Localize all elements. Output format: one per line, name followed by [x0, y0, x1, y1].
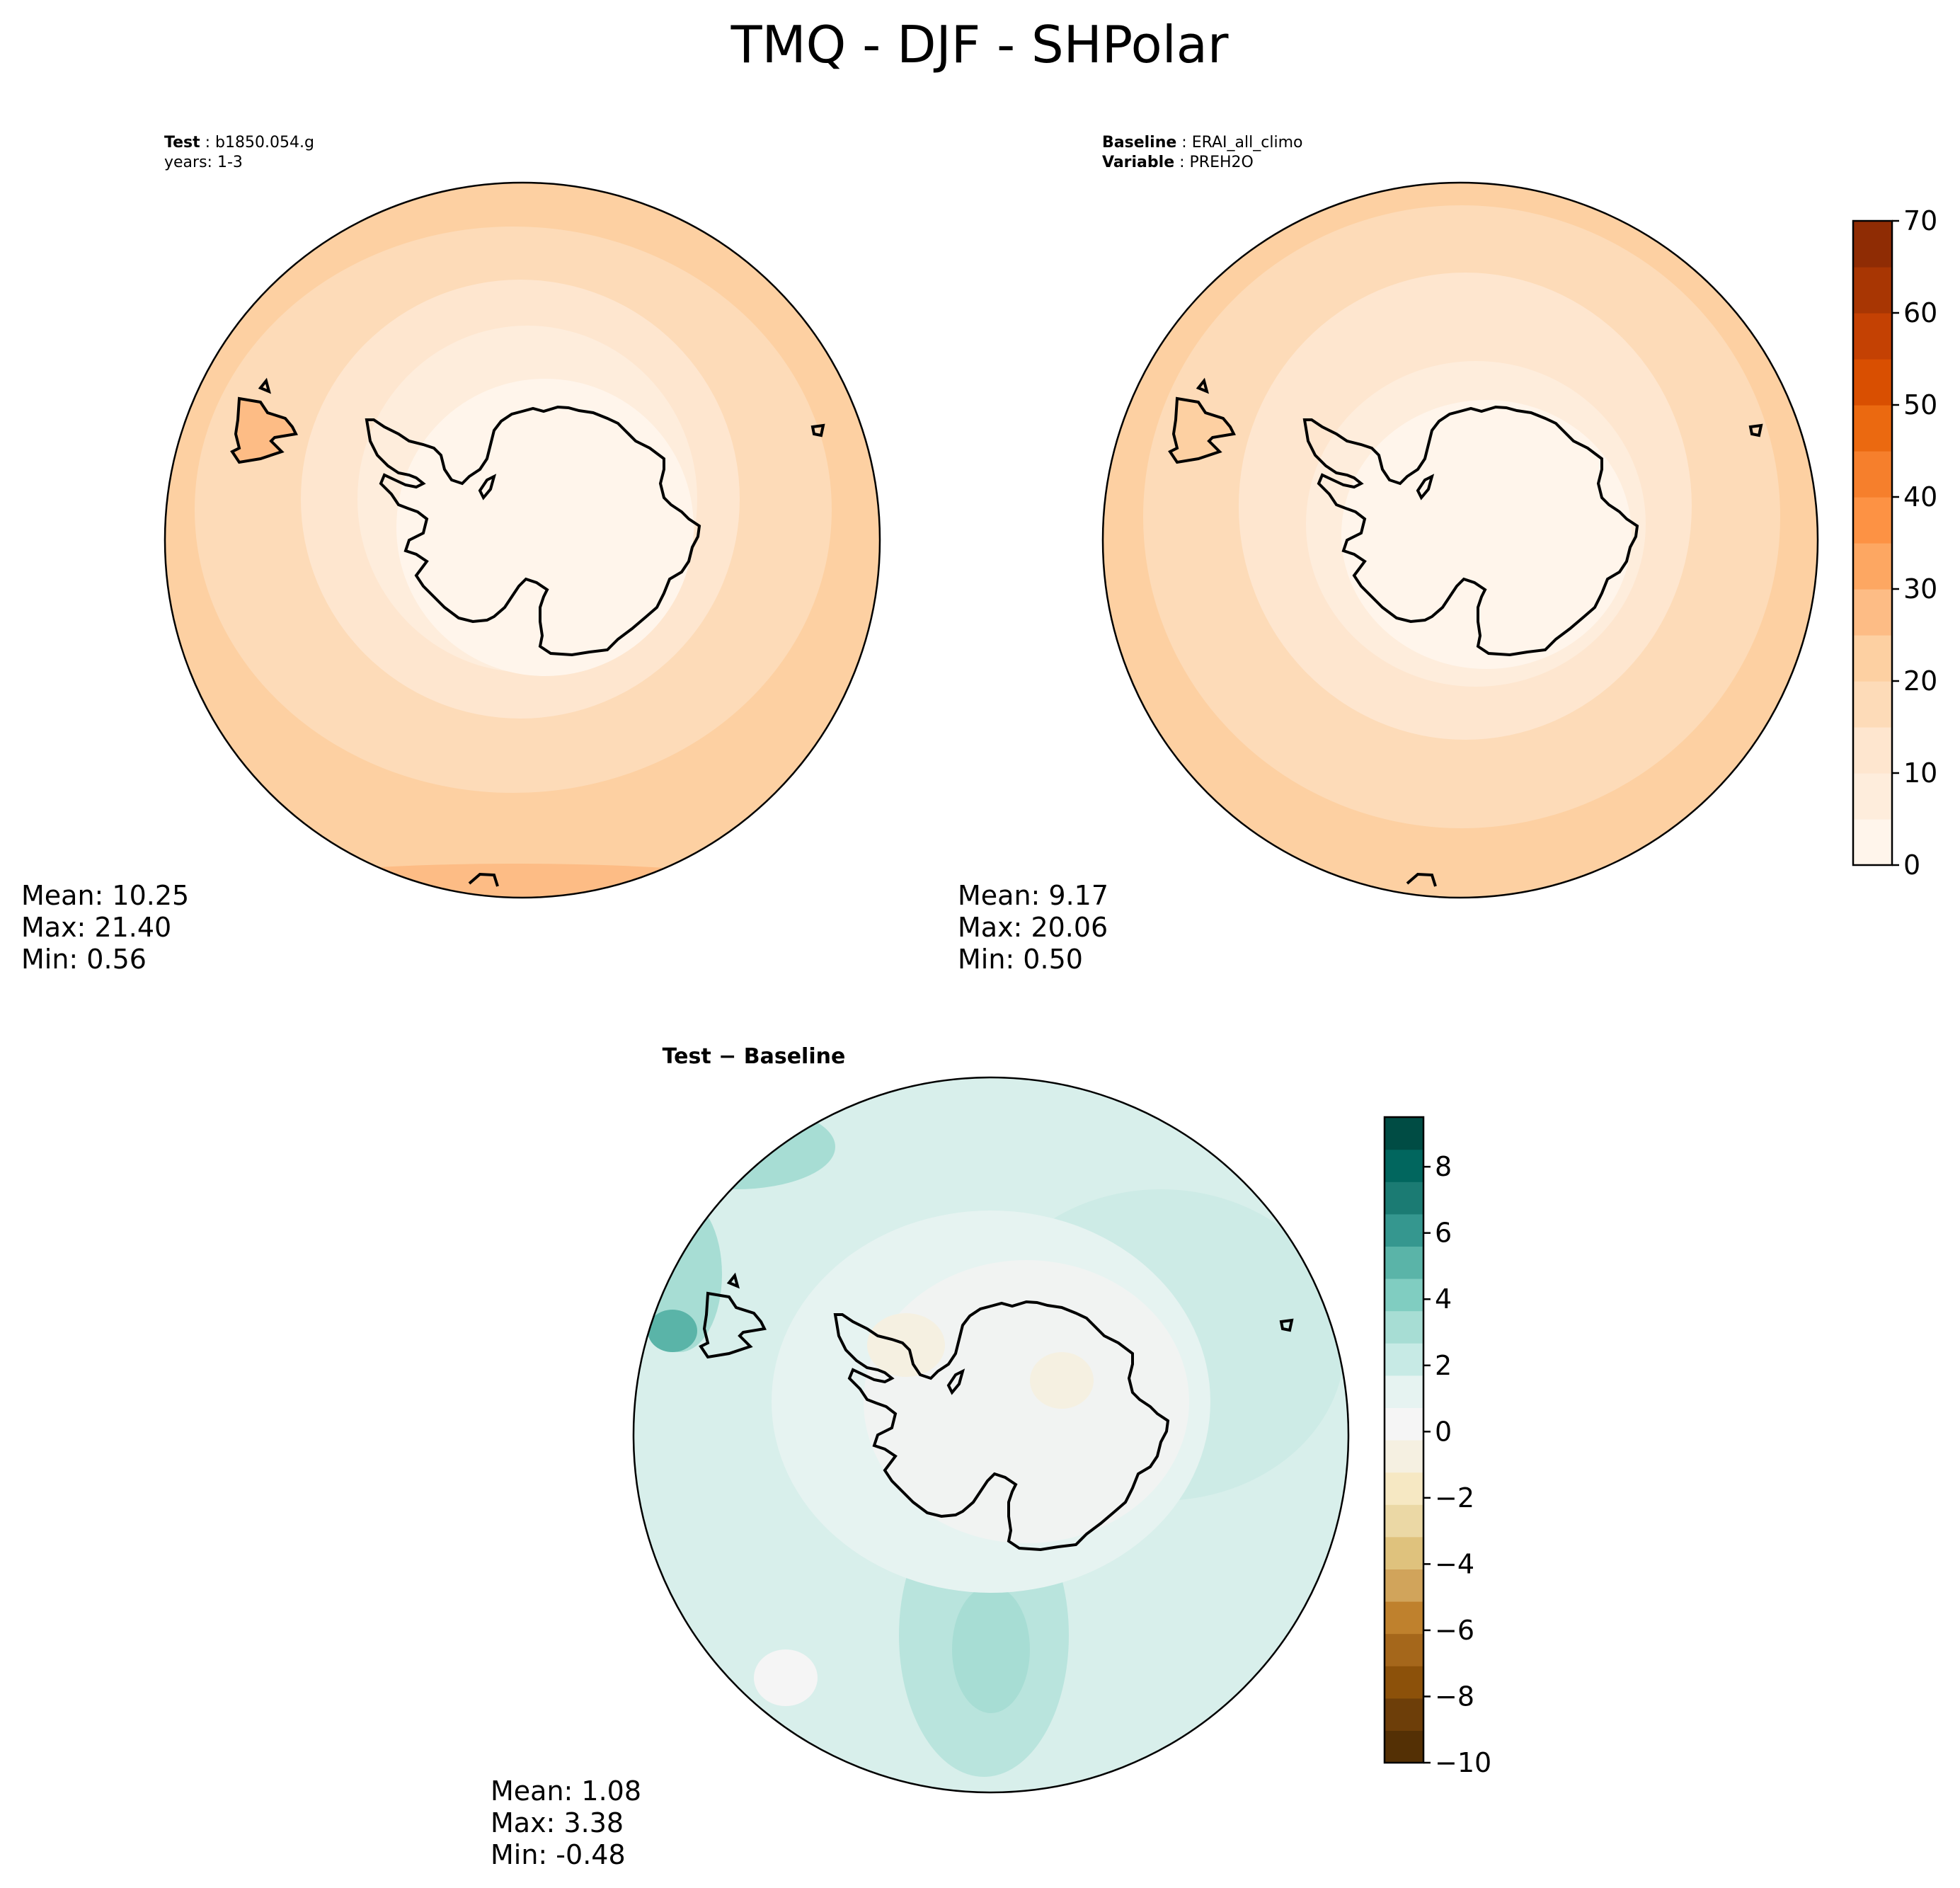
variable-header-label: Variable: [1102, 154, 1174, 171]
colorbar-top-tick-label: 40: [1903, 481, 1937, 513]
baseline-header-label: Baseline: [1102, 134, 1176, 151]
colorbar-bottom-band: [1385, 1117, 1423, 1150]
colorbar-top-tick-label: 50: [1903, 389, 1937, 420]
colorbar-bottom-band: [1385, 1698, 1423, 1731]
colorbar-bottom-tick-label: −2: [1435, 1482, 1474, 1514]
colorbar-top-tick-label: 70: [1903, 205, 1937, 236]
colorbar-bottom-tick-label: −6: [1435, 1615, 1474, 1646]
colorbar-bottom-band: [1385, 1213, 1423, 1247]
colorbar-bottom-band: [1385, 1440, 1423, 1473]
colorbar-bottom-tick-label: 6: [1435, 1218, 1452, 1249]
colorbar-top-band: [1853, 727, 1892, 774]
colorbar-bottom-band: [1385, 1407, 1423, 1441]
colorbar-top-band: [1853, 221, 1892, 268]
baseline-header-value: ERAI_all_climo: [1192, 134, 1303, 151]
test-max: Max: 21.40: [21, 912, 171, 943]
difference-map-fill: [634, 1077, 1348, 1792]
colorbar-bottom-tick-label: −10: [1435, 1747, 1491, 1778]
colorbar-bottom-tick-label: 2: [1435, 1350, 1452, 1381]
colorbar-bottom: −10 −8 −6 −4 −2 0 2 4 6 8: [1383, 1116, 1491, 1778]
baseline-mean: Mean: 9.17: [958, 880, 1108, 911]
colorbar-top-band: [1853, 451, 1892, 498]
svg-text:Test : b1850.054.g: Test : b1850.054.g: [164, 134, 314, 151]
colorbar-bottom-band: [1385, 1666, 1423, 1699]
colorbar-top-band: [1853, 543, 1892, 590]
difference-mean: Mean: 1.08: [491, 1775, 641, 1807]
colorbar-top: 0 10 20 30 40 50 60 70: [1852, 205, 1937, 881]
colorbar-bottom-band: [1385, 1633, 1423, 1666]
colorbar-top-band: [1853, 773, 1892, 820]
colorbar-bottom-band: [1385, 1149, 1423, 1182]
colorbar-top-band: [1853, 589, 1892, 636]
colorbar-bottom-tick-label: 4: [1435, 1283, 1452, 1315]
colorbar-bottom-tick-label: 0: [1435, 1416, 1452, 1447]
colorbar-top-band: [1853, 819, 1892, 866]
colorbar-bottom-band: [1385, 1343, 1423, 1376]
baseline-max: Max: 20.06: [958, 912, 1108, 943]
colorbar-top-band: [1853, 313, 1892, 360]
colorbar-top-tick-label: 10: [1903, 757, 1937, 789]
figure-title: TMQ - DJF - SHPolar: [730, 15, 1229, 74]
colorbar-bottom-tick-label: 8: [1435, 1151, 1452, 1182]
colorbar-bottom-frame: [1383, 1116, 1425, 1764]
colorbar-bottom-band: [1385, 1730, 1423, 1763]
colorbar-top-band: [1853, 359, 1892, 406]
colorbar-bottom-band: [1385, 1278, 1423, 1312]
colorbar-top-tick-label: 60: [1903, 297, 1937, 328]
colorbar-bottom-band: [1385, 1310, 1423, 1344]
test-map-fill: [165, 183, 880, 898]
test-header-value: b1850.054.g: [215, 134, 314, 151]
svg-text:Variable : PREH2O: Variable : PREH2O: [1102, 154, 1254, 171]
difference-map-boundary: [632, 1076, 1350, 1794]
colorbar-bottom-band: [1385, 1246, 1423, 1279]
difference-title: Test − Baseline: [663, 1044, 846, 1069]
test-min: Min: 0.56: [21, 944, 147, 975]
difference-max: Max: 3.38: [491, 1807, 624, 1838]
baseline-min: Min: 0.50: [958, 944, 1083, 975]
colorbar-bottom-tick-label: −8: [1435, 1681, 1474, 1712]
colorbar-bottom-band: [1385, 1569, 1423, 1602]
test-mean: Mean: 10.25: [21, 880, 189, 911]
colorbar-top-band: [1853, 405, 1892, 452]
test-header-label: Test: [164, 134, 200, 151]
colorbar-bottom-band: [1385, 1536, 1423, 1569]
variable-header-value: PREH2O: [1190, 154, 1254, 171]
colorbar-top-band: [1853, 635, 1892, 682]
colorbar-bottom-band: [1385, 1472, 1423, 1505]
test-map-boundary: [164, 181, 881, 899]
colorbar-top-tick-label: 0: [1903, 849, 1920, 881]
colorbar-bottom-band: [1385, 1601, 1423, 1635]
test-map-panel: Test : b1850.054.g years: 1-3 Mean: 10.2…: [21, 134, 881, 975]
test-header-years: years: 1-3: [164, 154, 243, 171]
difference-map-panel: Test − Baseline Mean: 1.08: [491, 1044, 1350, 1870]
colorbar-top-band: [1853, 267, 1892, 314]
baseline-map-panel: Baseline : ERAI_all_climo Variable : PRE…: [958, 134, 1819, 975]
baseline-map-boundary: [1101, 181, 1819, 899]
difference-min: Min: -0.48: [491, 1839, 626, 1870]
colorbar-bottom-band: [1385, 1182, 1423, 1215]
colorbar-bottom-band: [1385, 1375, 1423, 1408]
colorbar-top-tick-label: 20: [1903, 665, 1937, 697]
colorbar-top-frame: [1852, 219, 1893, 866]
svg-text:Baseline : ERAI_all_climo: Baseline : ERAI_all_climo: [1102, 134, 1302, 151]
colorbar-top-band: [1853, 497, 1892, 544]
colorbar-bottom-tick-label: −4: [1435, 1548, 1474, 1579]
baseline-map-fill: [1103, 183, 1818, 898]
colorbar-bottom-band: [1385, 1504, 1423, 1538]
colorbar-top-band: [1853, 681, 1892, 728]
colorbar-top-tick-label: 30: [1903, 573, 1937, 605]
